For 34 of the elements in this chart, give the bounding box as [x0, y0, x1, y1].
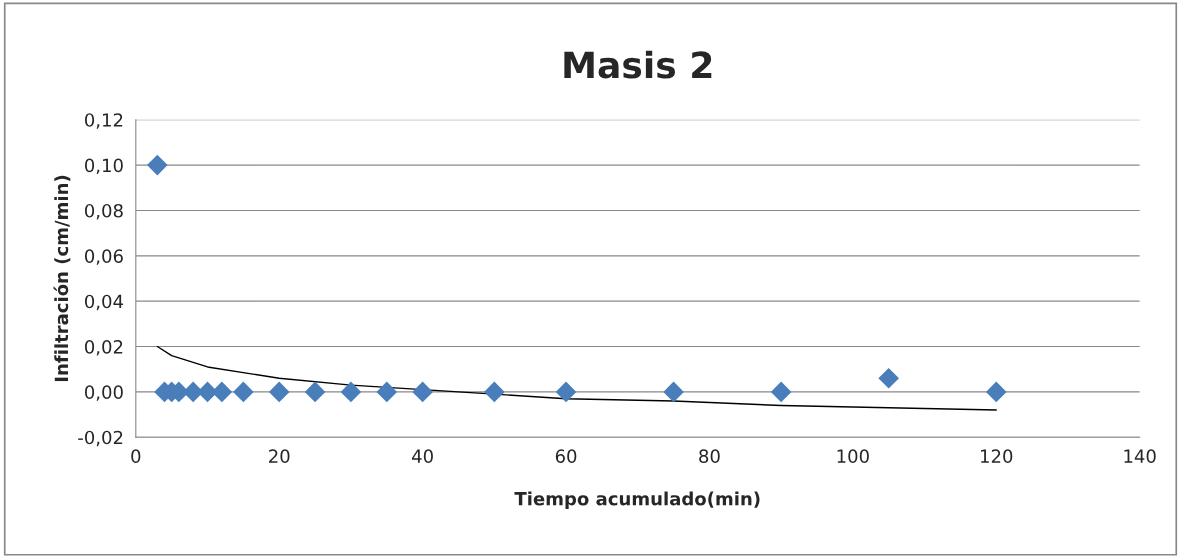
point — [304, 381, 326, 403]
point — [484, 381, 505, 403]
y-tick-label: -0,02 — [78, 430, 123, 447]
point — [555, 381, 577, 403]
point — [147, 154, 168, 176]
y-tick-label: 0,08 — [85, 203, 123, 220]
x-tick-label: 120 — [981, 449, 1013, 464]
y-tick-label: 0,04 — [85, 294, 123, 311]
point — [878, 367, 899, 389]
point — [268, 381, 290, 403]
x-axis-title: Tiempo acumulado(min) — [514, 491, 760, 509]
point — [985, 381, 1007, 403]
y-tick-label: 0,00 — [85, 385, 123, 401]
point — [663, 381, 684, 403]
x-tick-label: 0 — [131, 449, 141, 464]
point — [233, 381, 254, 403]
x-tick-label: 40 — [412, 449, 433, 464]
x-tick-label: 100 — [837, 449, 869, 464]
chart-title: Masis 2 — [564, 50, 712, 79]
x-tick-label: 140 — [1124, 449, 1156, 464]
line-series — [156, 345, 997, 411]
point — [376, 381, 398, 403]
point — [340, 381, 362, 403]
y-tick-label: 0,06 — [85, 249, 123, 265]
point — [770, 381, 792, 403]
point — [211, 381, 233, 403]
x-tick-label: 80 — [699, 449, 720, 464]
y-tick-label: 0,12 — [85, 113, 123, 129]
point — [412, 381, 433, 403]
y-tick-label: 0,02 — [85, 339, 123, 356]
y-axis-title: Infiltración (cm/min) — [53, 175, 71, 382]
x-tick-label: 20 — [269, 449, 290, 464]
x-tick-label: 60 — [555, 449, 577, 464]
y-tick-label: 0,10 — [85, 158, 123, 175]
